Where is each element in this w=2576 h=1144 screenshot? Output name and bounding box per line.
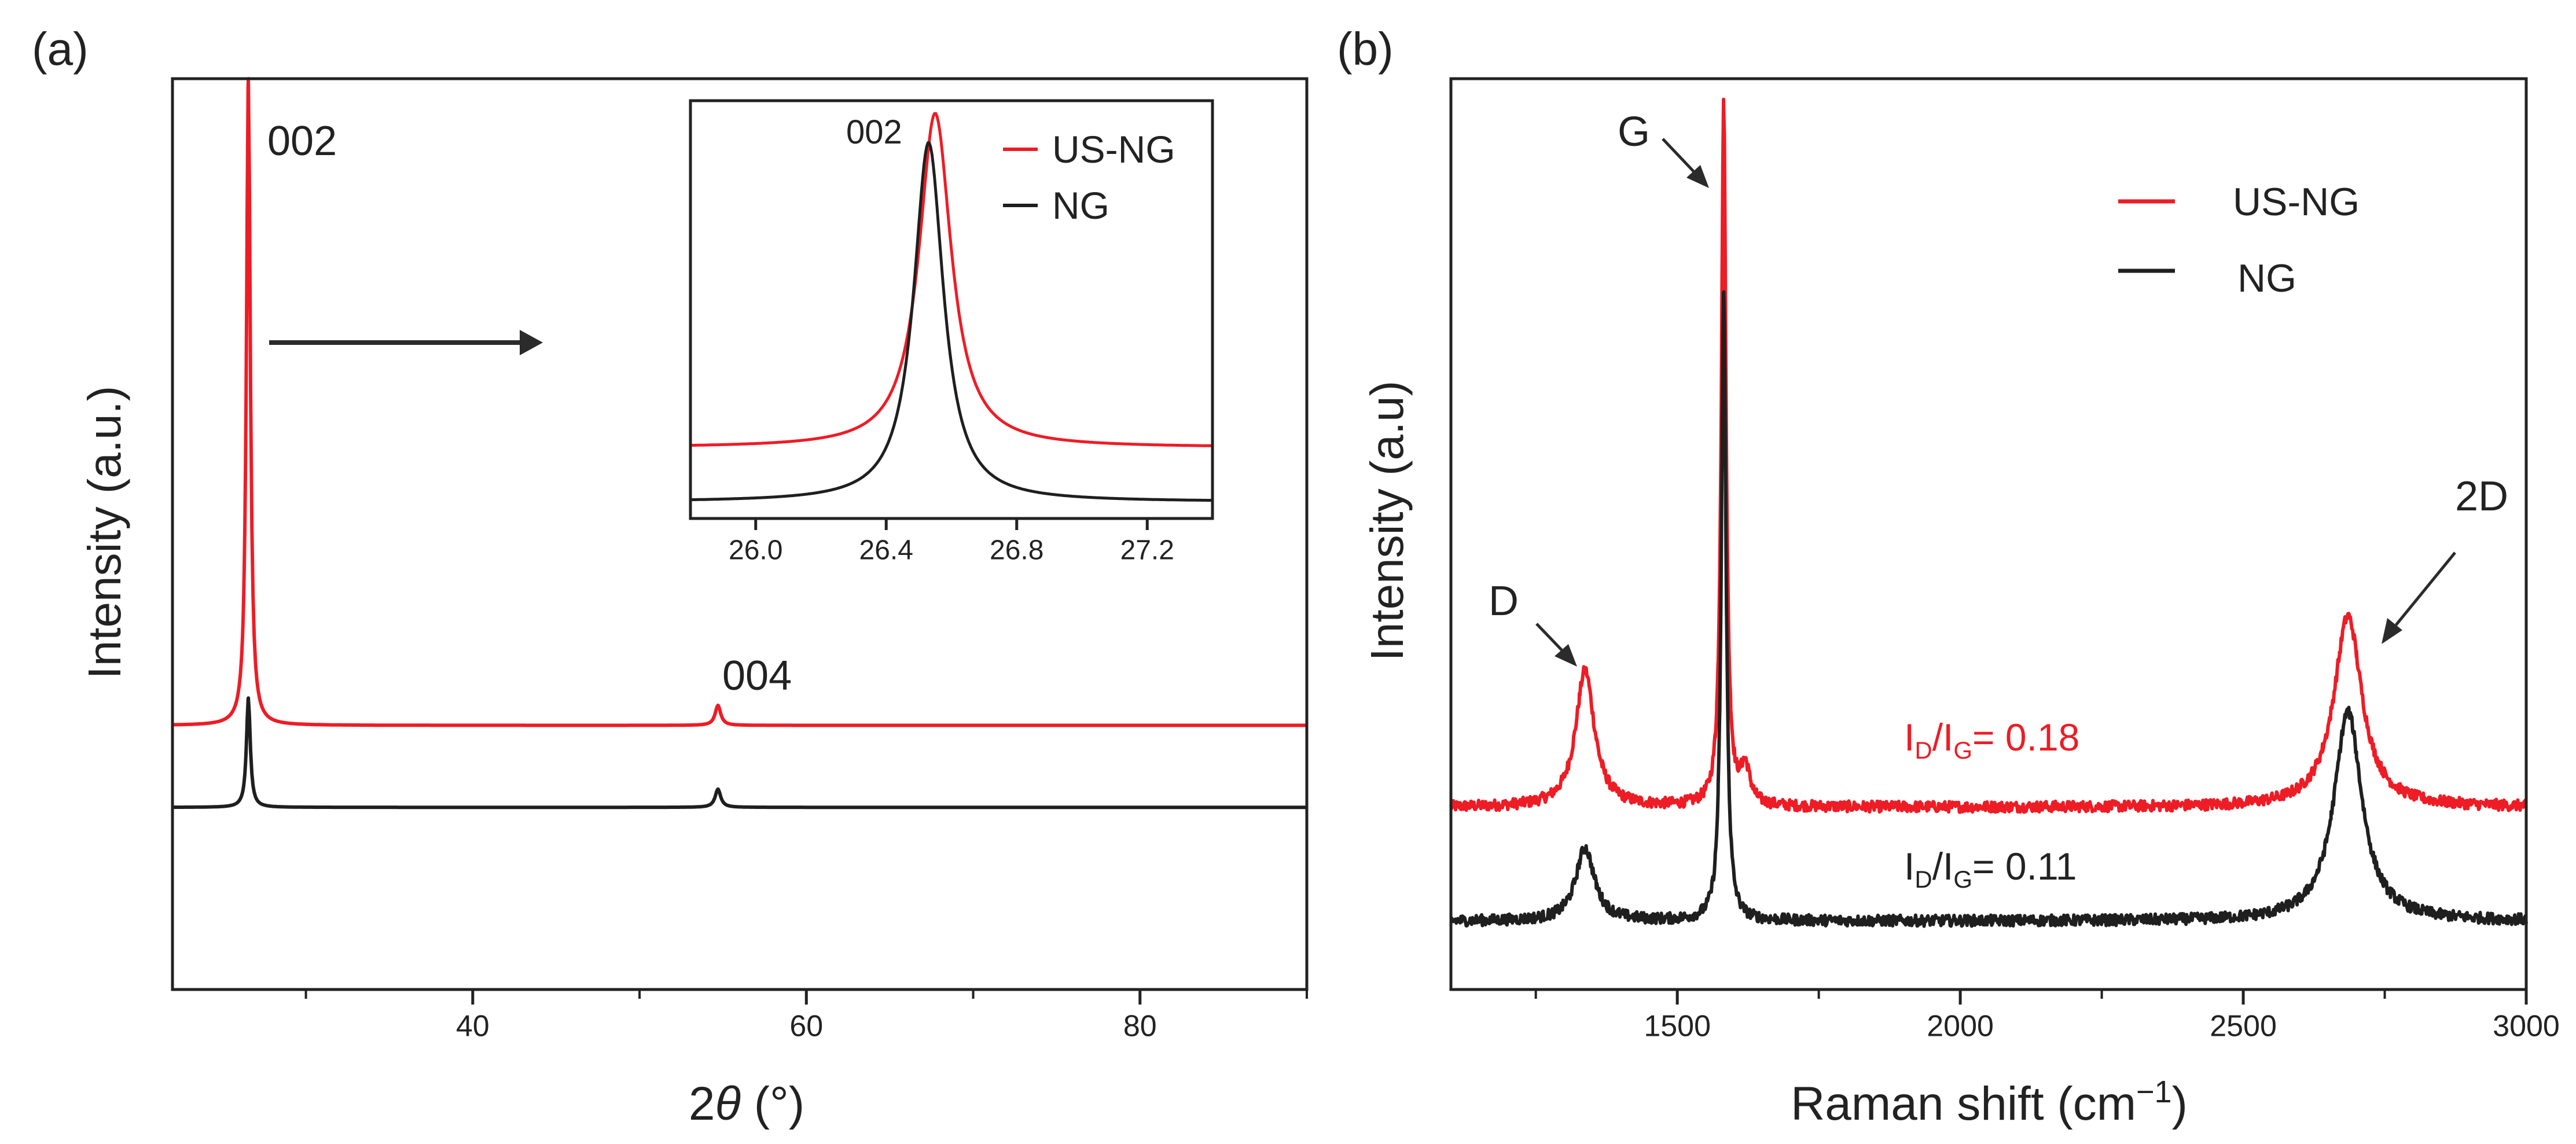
raman-label-2D: 2D — [2455, 473, 2508, 520]
ratio-us-ng-value: = 0.18 — [1972, 716, 2079, 759]
inset-legend: US-NG NG — [1003, 128, 1175, 227]
x-label-unit: (°) — [741, 1077, 804, 1130]
inset-background — [690, 101, 1212, 518]
shift-arrow — [269, 330, 543, 355]
inset-series-line-ng — [690, 141, 1212, 502]
panel-b-x-tick-label: 2000 — [1927, 1010, 1994, 1043]
inset-x-ticks: 26.0 26.4 26.8 27.2 — [729, 518, 1174, 565]
ratio-ng: ID/IG= 0.11 — [1904, 845, 2077, 893]
x-label-main: Raman shift (cm — [1791, 1077, 2136, 1130]
x-label-superscript: −1 — [2136, 1075, 2172, 1109]
raman-label-D: D — [1489, 578, 1519, 624]
ratio-ng-sub-d: D — [1914, 866, 1932, 893]
panel-b-legend: US-NG NG — [2118, 180, 2360, 300]
ratio-us-ng-sub-d: D — [1914, 737, 1932, 764]
panel-b-x-label: Raman shift (cm−1) — [1791, 1075, 2188, 1130]
panel-b-series — [1449, 97, 2528, 928]
panel-a-x-tick-label: 60 — [789, 1010, 823, 1043]
legend-label-us-ng: US-NG — [2233, 180, 2360, 224]
panel-b-x-ticks: 1500 2000 2500 3000 — [1534, 989, 2560, 1043]
panel-b-label: (b) — [1337, 23, 1394, 75]
panel-b-frame — [1449, 77, 2528, 991]
panel-b-x-tick-label: 1500 — [1644, 1010, 1711, 1043]
x-label-theta: θ — [715, 1077, 740, 1130]
x-label-close: ) — [2172, 1077, 2188, 1130]
ratio-ng-value: = 0.11 — [1972, 845, 2077, 888]
inset-legend-label-ng: NG — [1052, 184, 1109, 227]
inset-x-tick-label: 26.8 — [990, 535, 1043, 565]
panel-a-y-label: Intensity (a.u.) — [79, 386, 130, 679]
inset-002-zoom: 26.0 26.4 26.8 27.2 002 US-NG NG — [689, 99, 1214, 565]
raman-arrow-2D — [2382, 551, 2456, 644]
series-line-us-ng — [1449, 97, 2528, 814]
inset-series-line-us-ng — [690, 112, 1212, 447]
raman-label-G: G — [1618, 109, 1650, 155]
panel-b-raman: (b) 1500 2000 2500 3000 Intensity (a.u) Ram… — [1337, 23, 2560, 1130]
panel-a-x-ticks: 40 60 80 — [304, 989, 1308, 1043]
inset-x-tick-label: 27.2 — [1120, 535, 1174, 565]
peak-label-004: 004 — [722, 653, 792, 699]
inset-x-tick-label: 26.4 — [859, 535, 913, 565]
raman-arrow-D — [1535, 623, 1577, 667]
panel-a-x-tick-label: 40 — [456, 1010, 490, 1043]
inset-legend-label-us-ng: US-NG — [1052, 128, 1175, 171]
ratio-us-ng-sub-g: G — [1953, 737, 1972, 764]
ratio-us-ng: ID/IG= 0.18 — [1904, 716, 2079, 764]
ratio-ng-i: I — [1904, 845, 1914, 888]
series-line-us-ng — [172, 77, 1307, 727]
peak-label-002: 002 — [267, 118, 337, 164]
panel-a-x-tick-label: 80 — [1123, 1010, 1157, 1043]
inset-peak-label-002: 002 — [846, 113, 902, 151]
ratio-ng-slash: /I — [1932, 845, 1954, 888]
panel-a-frame — [171, 77, 1309, 991]
inset-frame — [689, 99, 1214, 520]
ratio-us-ng-i: I — [1904, 716, 1914, 759]
series-line-ng — [1450, 290, 2528, 928]
raman-arrow-G — [1662, 138, 1709, 188]
panel-b-x-tick-label: 3000 — [2493, 1010, 2560, 1043]
panel-a-series — [172, 77, 1307, 810]
inset-x-tick-label: 26.0 — [729, 535, 782, 565]
panel-b-y-label: Intensity (a.u) — [1361, 381, 1413, 661]
inset-series — [690, 112, 1212, 502]
panel-a-xrd: (a) 40 60 80 Intensity (a.u.) 2θ (°) 002 0… — [32, 23, 1309, 1130]
legend-label-ng: NG — [2237, 256, 2296, 300]
panel-a-label: (a) — [32, 23, 89, 75]
series-line-ng — [172, 696, 1307, 810]
ratio-ng-sub-g: G — [1953, 866, 1972, 893]
panel-a-x-label: 2θ (°) — [689, 1077, 804, 1130]
ratio-us-ng-slash: /I — [1932, 716, 1954, 759]
panel-b-x-tick-label: 2500 — [2210, 1010, 2277, 1043]
x-label-prefix: 2 — [689, 1077, 715, 1130]
